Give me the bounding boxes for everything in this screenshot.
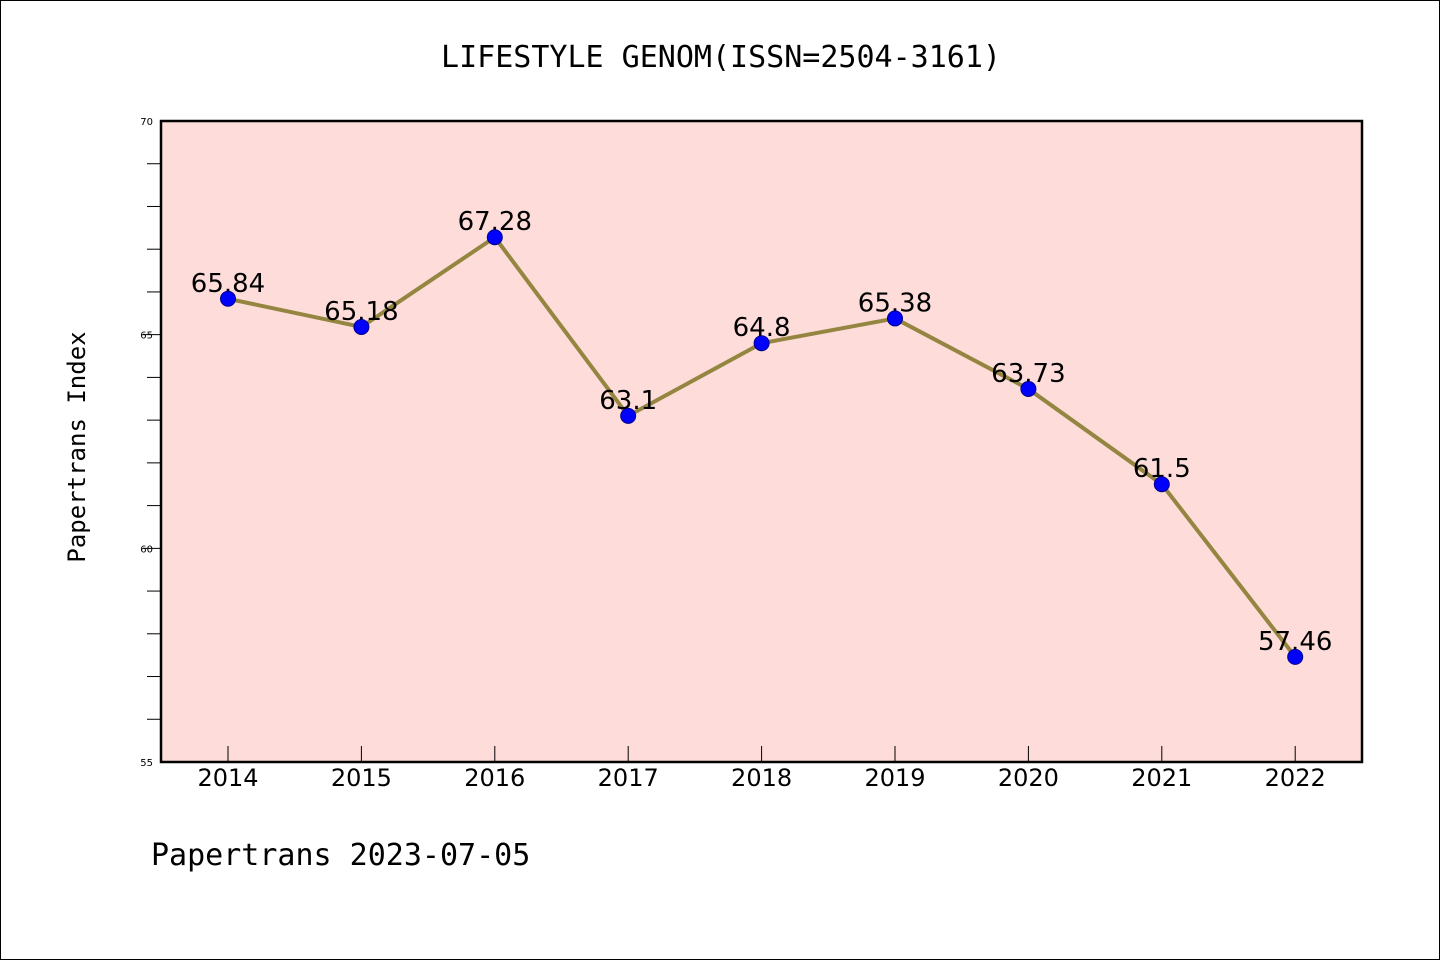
data-point <box>1153 476 1170 493</box>
x-tick-label: 2016 <box>464 764 525 792</box>
y-axis-label: Papertrans Index <box>63 331 91 562</box>
data-point <box>1287 648 1304 665</box>
x-tick-label: 2021 <box>1131 764 1192 792</box>
x-tick-label: 2022 <box>1265 764 1326 792</box>
data-points <box>220 229 1304 665</box>
x-tick-label: 2020 <box>998 764 1059 792</box>
data-point <box>887 310 903 327</box>
y-tick-label: 60 <box>140 544 153 555</box>
data-point <box>220 290 236 307</box>
y-tick-label: 55 <box>140 758 153 769</box>
x-tick-label: 2014 <box>197 764 258 792</box>
x-tick-label: 2015 <box>331 764 392 792</box>
chart-title: LIFESTYLE GENOM(ISSN=2504-3161) <box>441 40 1001 75</box>
data-point <box>1020 380 1037 397</box>
data-point <box>620 407 637 424</box>
x-tick-label: 2018 <box>731 764 792 792</box>
plot-area <box>161 121 1362 762</box>
y-tick-label: 65 <box>140 331 153 342</box>
plot-border <box>159 119 1364 764</box>
y-tick-label: 70 <box>140 117 153 128</box>
data-point <box>486 229 503 246</box>
x-axis: 2014 2015 2016 2017 2018 2019 2020 2021 2022 <box>197 746 1326 792</box>
footer-text: Papertrans 2023-07-05 <box>151 838 530 873</box>
x-tick-label: 2019 <box>864 764 925 792</box>
data-point <box>753 335 770 352</box>
x-tick-label: 2017 <box>598 764 659 792</box>
data-point <box>353 318 370 335</box>
y-axis: 55 60 65 70 <box>140 117 161 769</box>
